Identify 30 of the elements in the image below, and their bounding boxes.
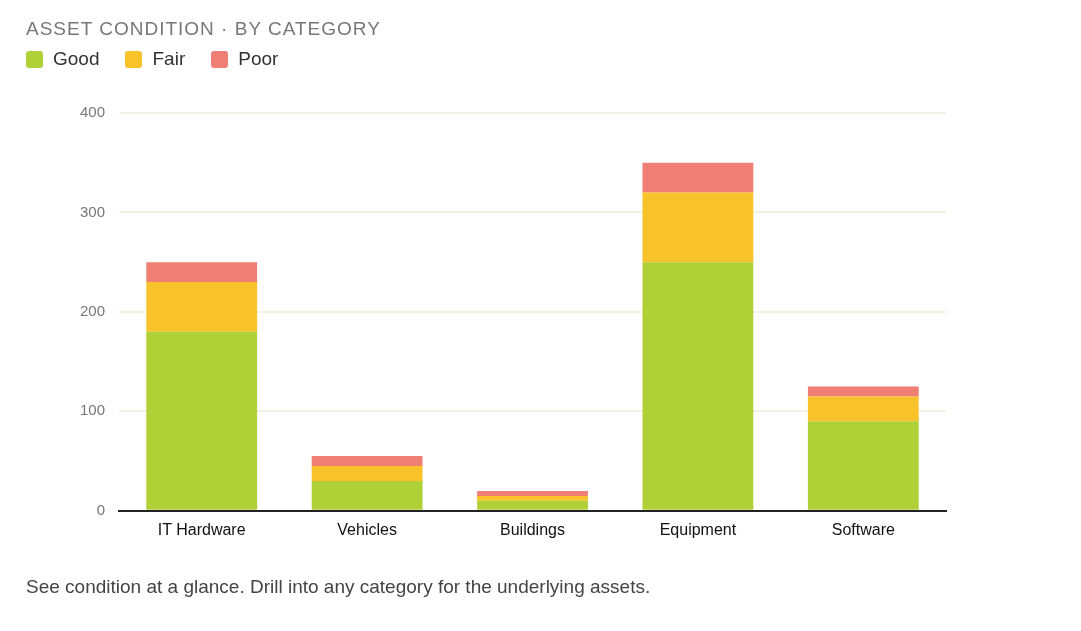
y-tick-label: 400 bbox=[80, 103, 106, 121]
bar bbox=[477, 490, 588, 496]
x-tick-label: IT Hardware bbox=[157, 520, 246, 538]
bar bbox=[311, 466, 423, 481]
bar bbox=[146, 262, 258, 283]
x-tick-label: Vehicles bbox=[337, 520, 397, 538]
bar bbox=[807, 421, 919, 510]
bar bbox=[146, 282, 258, 332]
legend-label: Good bbox=[53, 48, 100, 70]
bar bbox=[311, 480, 423, 510]
bar bbox=[807, 386, 919, 397]
y-tick-label: 200 bbox=[80, 302, 106, 320]
y-tick-label: 0 bbox=[96, 500, 106, 518]
legend-label: Fair bbox=[152, 48, 186, 70]
text: See condition at a glance. Drill into any category for the underlying assets. bbox=[26, 576, 652, 598]
x-tick-label: Buildings bbox=[500, 520, 565, 538]
bar bbox=[477, 500, 588, 510]
bar bbox=[642, 162, 754, 193]
bar bbox=[311, 456, 423, 467]
bar bbox=[642, 262, 754, 510]
y-tick-label: 100 bbox=[80, 401, 106, 419]
x-tick-label: Equipment bbox=[659, 520, 737, 538]
bar bbox=[807, 396, 919, 422]
x-tick-label: Software bbox=[831, 520, 895, 538]
bar bbox=[146, 331, 258, 510]
bar bbox=[477, 495, 588, 501]
chart-title: ASSET CONDITION · BY CATEGORY bbox=[26, 18, 382, 40]
legend-label: Poor bbox=[238, 48, 279, 70]
bar bbox=[642, 192, 754, 263]
y-tick-label: 300 bbox=[80, 202, 106, 220]
